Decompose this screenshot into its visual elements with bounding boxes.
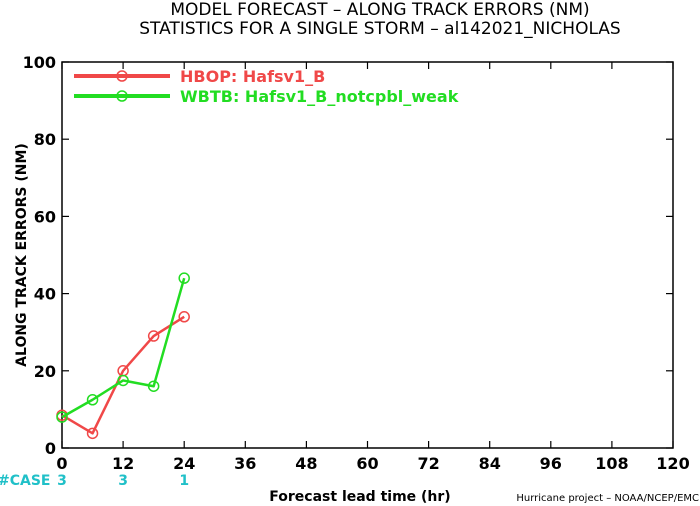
data-point <box>178 272 190 284</box>
x-tick-label: 12 <box>112 454 134 473</box>
data-point <box>86 394 99 406</box>
y-tick-label: 40 <box>34 285 56 304</box>
x-tick-label: 108 <box>595 454 628 473</box>
chart-subtitle: STATISTICS FOR A SINGLE STORM – al142021… <box>139 19 620 39</box>
data-point <box>117 374 129 387</box>
x-tick-label: 72 <box>417 454 439 473</box>
x-tick-label: 60 <box>356 454 378 473</box>
data-point <box>147 330 160 342</box>
data-point <box>86 427 99 440</box>
y-tick-label: 0 <box>45 439 56 458</box>
x-tick-label: 36 <box>234 454 256 473</box>
legend-label-1: HBOP: Hafsv1_B <box>180 67 325 86</box>
case-count: 3 <box>118 473 128 489</box>
x-axis: 0 12 24 36 48 60 72 84 96 108 120 <box>56 62 690 473</box>
data-point <box>178 311 190 323</box>
y-tick-label: 60 <box>34 207 56 226</box>
case-label: #CASE <box>0 473 51 489</box>
y-tick-label: 20 <box>34 362 56 381</box>
data-point <box>147 380 160 392</box>
legend-marker-2 <box>116 90 128 102</box>
credit-text: Hurricane project – NOAA/NCEP/EMC <box>516 493 699 504</box>
x-tick-label: 24 <box>173 454 195 473</box>
x-tick-label: 120 <box>656 454 689 473</box>
x-axis-label: Forecast lead time (hr) <box>269 489 450 505</box>
series-line-2 <box>61 277 186 419</box>
x-tick-label: 0 <box>56 454 67 473</box>
y-tick-label: 100 <box>23 53 56 72</box>
x-tick-label: 48 <box>295 454 317 473</box>
case-count: 1 <box>179 473 189 489</box>
chart-title: MODEL FORECAST – ALONG TRACK ERRORS (NM) <box>170 0 589 20</box>
legend-label-2: WBTB: Hafsv1_B_notcpbl_weak <box>180 87 459 106</box>
x-tick-label: 96 <box>540 454 562 473</box>
legend-marker-1 <box>116 70 128 82</box>
plot-frame <box>61 61 674 449</box>
y-axis-label: ALONG TRACK ERRORS (NM) <box>14 143 30 367</box>
series-line-1 <box>61 315 185 435</box>
data-point <box>56 411 68 423</box>
x-tick-label: 84 <box>479 454 501 473</box>
case-counts: 3 3 1 <box>57 473 189 489</box>
y-axis: 0 20 40 60 80 100 <box>23 53 673 458</box>
y-tick-label: 80 <box>34 130 56 149</box>
series-layer <box>56 272 190 440</box>
case-count: 3 <box>57 473 67 489</box>
